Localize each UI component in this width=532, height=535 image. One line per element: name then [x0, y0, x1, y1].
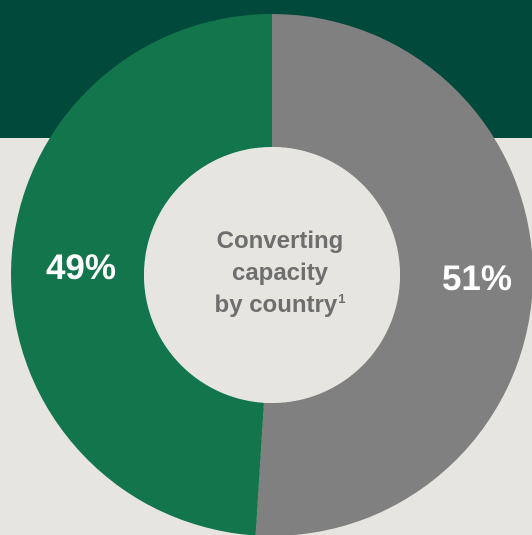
- chart-title: Converting capacity by country1: [164, 225, 396, 324]
- chart-title-line-3: by country1: [164, 289, 396, 324]
- donut-slice-left: [11, 14, 272, 535]
- footnote-marker: 1: [338, 291, 346, 306]
- chart-title-line-3-text: by country: [214, 291, 338, 318]
- slice-label-left: 49%: [45, 248, 117, 287]
- chart-title-line-1: Converting: [216, 227, 344, 254]
- donut-slice-right: [255, 14, 532, 535]
- chart-title-line-2: capacity: [231, 259, 329, 286]
- slice-label-right: 51%: [441, 259, 513, 298]
- donut-center-hole: [144, 147, 400, 403]
